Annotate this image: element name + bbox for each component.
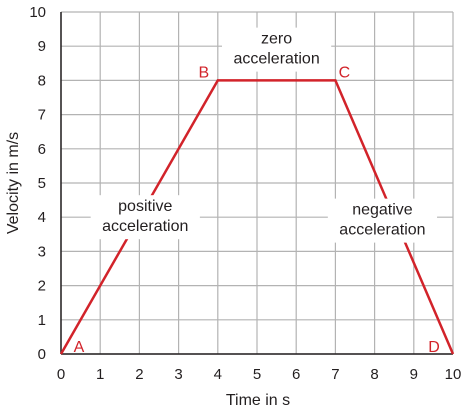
y-tick-label: 2 bbox=[38, 278, 46, 295]
annotations: zero acceleration positive acceleration nega… bbox=[90, 27, 438, 243]
tick-labels: 0 1 2 3 4 5 6 7 8 9 10 0 1 2 3 4 5 6 7 8 9 10 bbox=[29, 4, 461, 383]
y-tick-label: 5 bbox=[38, 175, 46, 192]
point-label-a: A bbox=[74, 339, 85, 356]
x-axis-title: Time in s bbox=[226, 392, 290, 409]
x-tick-label: 8 bbox=[370, 366, 378, 383]
x-tick-label: 10 bbox=[445, 366, 462, 383]
y-tick-label: 1 bbox=[38, 312, 46, 329]
x-tick-label: 1 bbox=[96, 366, 104, 383]
y-tick-label: 8 bbox=[38, 72, 46, 89]
point-label-c: C bbox=[339, 64, 351, 81]
point-labels: A B C D bbox=[74, 64, 440, 356]
y-tick-label: 6 bbox=[38, 141, 46, 158]
y-tick-label: 4 bbox=[38, 209, 46, 226]
x-tick-label: 6 bbox=[292, 366, 300, 383]
x-tick-label: 3 bbox=[174, 366, 182, 383]
x-tick-label: 5 bbox=[253, 366, 261, 383]
y-tick-label: 3 bbox=[38, 243, 46, 260]
annotation-text: zero bbox=[261, 31, 292, 48]
x-tick-label: 2 bbox=[135, 366, 143, 383]
annotation-background bbox=[327, 198, 438, 243]
x-tick-label: 4 bbox=[214, 366, 222, 383]
annotation-text: acceleration bbox=[233, 51, 319, 68]
y-tick-label: 10 bbox=[29, 4, 46, 21]
y-tick-label: 0 bbox=[38, 346, 46, 363]
point-label-d: D bbox=[428, 339, 440, 356]
y-axis-title: Velocity in m/s bbox=[5, 132, 22, 234]
annotation-background bbox=[90, 195, 200, 240]
annotation-text: positive bbox=[118, 198, 172, 215]
x-tick-label: 7 bbox=[331, 366, 339, 383]
plot-frame bbox=[60, 12, 453, 355]
annotation-text: acceleration bbox=[102, 218, 188, 235]
y-tick-label: 7 bbox=[38, 107, 46, 124]
point-label-b: B bbox=[198, 64, 209, 81]
x-tick-label: 9 bbox=[410, 366, 418, 383]
x-tick-label: 0 bbox=[57, 366, 65, 383]
annotation-background bbox=[222, 27, 332, 72]
y-tick-label: 9 bbox=[38, 38, 46, 55]
annotation-text: acceleration bbox=[339, 222, 425, 239]
annotation-text: negative bbox=[352, 202, 413, 219]
